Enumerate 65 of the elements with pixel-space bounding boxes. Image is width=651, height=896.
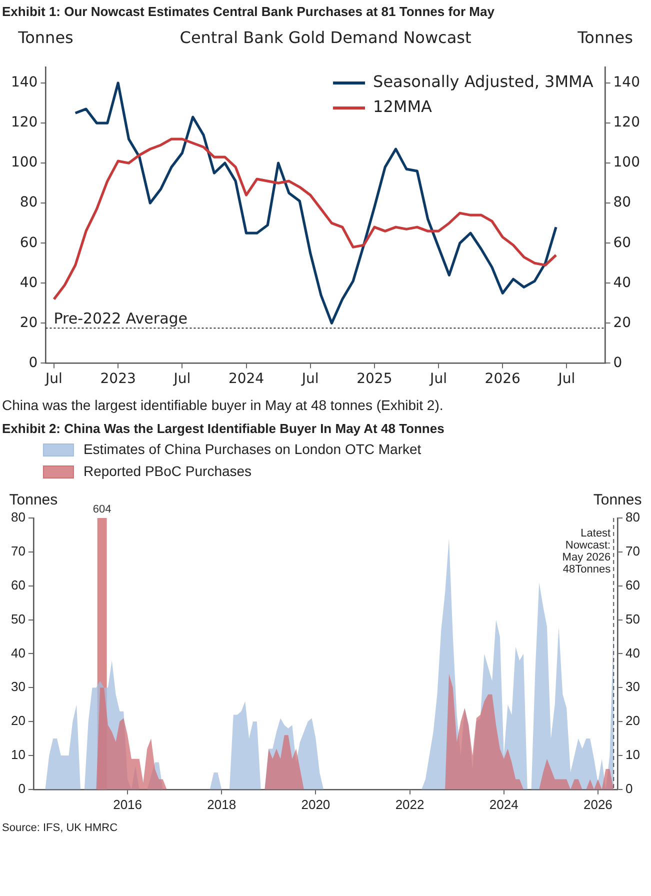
y2-tick-label: 60 — [613, 234, 632, 251]
y2-tick-label: 60 — [626, 577, 640, 592]
chart-title: Exhibit 1: Our Nowcast Estimates Central Bank Purchases at 81 Tonnes for May — [1, 3, 496, 21]
y-axis-title: Tonnes — [9, 492, 58, 509]
y2-tick-label: 40 — [613, 274, 632, 291]
y-axis-title: Tonnes — [17, 28, 74, 48]
y2-tick-label: 80 — [613, 194, 632, 211]
y-tick-label: 140 — [10, 74, 38, 91]
y-tick-label: 70 — [10, 544, 26, 559]
x-tick-label: Jul — [300, 371, 319, 388]
y2-tick-label: 30 — [626, 679, 640, 694]
legend-label: Estimates of China Purchases on London OTC Market — [83, 440, 422, 457]
y-tick-label: 80 — [10, 510, 26, 525]
y-tick-label: 40 — [20, 274, 38, 291]
source-note: Source: IFS, UK HMRC — [1, 821, 119, 836]
legend-label: 12MMA — [373, 97, 432, 116]
x-tick-label: 2020 — [301, 796, 330, 812]
y2-tick-label: 20 — [613, 314, 632, 331]
y-tick-label: 30 — [10, 679, 26, 694]
y-tick-label: 0 — [28, 354, 38, 371]
y-tick-label: 60 — [10, 577, 26, 592]
x-tick-label: Jul — [172, 371, 191, 388]
y-tick-label: 100 — [10, 154, 38, 171]
x-tick-label: Jul — [429, 371, 447, 388]
y2-tick-label: 40 — [626, 645, 640, 660]
legend-label: Seasonally Adjusted, 3MMA — [373, 72, 594, 92]
y2-tick-label: 50 — [626, 611, 640, 626]
y2-tick-label: 20 — [626, 713, 640, 728]
x-tick-label: 2024 — [489, 796, 518, 812]
x-tick-label: Jul — [557, 371, 576, 388]
ref-line-label: Latest Nowcast: May 2026 48Tonnes — [562, 528, 612, 576]
y-tick-label: 80 — [20, 194, 38, 211]
y-tick-label: 120 — [10, 114, 38, 131]
chart-title: Exhibit 2: China Was the Largest Identifiable Buyer In May At 48 Tonnes — [1, 420, 446, 438]
y-tick-label: 40 — [10, 645, 26, 660]
y2-tick-label: 80 — [626, 510, 640, 525]
x-tick-label: 2016 — [113, 796, 142, 812]
band-label: 604 — [92, 504, 112, 516]
y2-tick-label: 100 — [613, 154, 640, 171]
y2-tick-label: 70 — [626, 544, 640, 559]
x-tick-label: 2023 — [100, 371, 136, 388]
x-tick-label: 2026 — [484, 371, 520, 388]
chart-subtitle: Central Bank Gold Demand Nowcast — [180, 28, 472, 48]
y2-tick-label: 140 — [613, 74, 640, 91]
y-tick-label: 50 — [10, 611, 26, 626]
y2-axis-title: Tonnes — [576, 28, 633, 48]
y2-tick-label: 0 — [626, 780, 633, 796]
x-tick-label: Jul — [44, 371, 62, 388]
legend-label: Reported PBoC Purchases — [83, 462, 252, 479]
y2-tick-label: 0 — [613, 354, 622, 371]
y2-axis-title: Tonnes — [593, 492, 642, 509]
y2-tick-label: 120 — [613, 114, 640, 131]
ref-line-label: Pre-2022 Average — [54, 310, 188, 328]
x-tick-label: 2024 — [228, 371, 264, 388]
y-tick-label: 10 — [10, 747, 26, 762]
x-tick-label: 2026 — [583, 796, 612, 812]
y-tick-label: 60 — [20, 234, 38, 251]
text: China was the largest identifiable buyer in May at 48 tonnes (Exhibit 2). — [1, 396, 444, 415]
y2-tick-label: 10 — [626, 747, 640, 762]
y-tick-label: 20 — [20, 314, 38, 331]
y-tick-label: 20 — [10, 713, 26, 728]
x-tick-label: 2025 — [356, 371, 392, 388]
x-tick-label: 2018 — [207, 796, 236, 812]
y-tick-label: 0 — [18, 780, 26, 796]
x-tick-label: 2022 — [395, 796, 424, 812]
